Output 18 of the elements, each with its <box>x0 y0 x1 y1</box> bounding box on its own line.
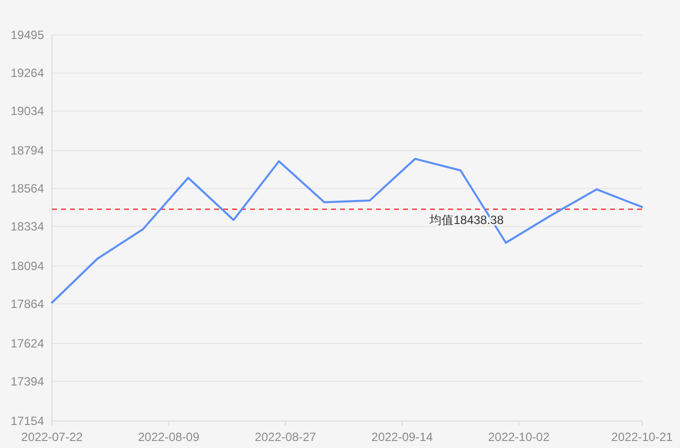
y-tick-label: 19034 <box>10 104 44 118</box>
x-tick-label: 2022-10-21 <box>611 430 674 444</box>
y-tick-label: 17624 <box>10 336 44 351</box>
y-tick-label: 19495 <box>10 28 44 42</box>
x-tick-label: 2022-07-22 <box>21 430 84 444</box>
x-tick-label: 2022-09-14 <box>371 430 434 444</box>
x-tick-label: 2022-10-02 <box>488 430 550 444</box>
x-tick-label: 2022-08-09 <box>138 430 200 444</box>
y-tick-label: 18094 <box>10 259 44 274</box>
y-tick-label: 18794 <box>10 144 44 158</box>
y-tick-label: 19264 <box>10 66 44 80</box>
line-series <box>51 158 643 304</box>
y-tick-label: 17154 <box>10 414 44 428</box>
y-tick-label: 18564 <box>10 182 44 196</box>
y-tick-label: 18334 <box>10 219 44 234</box>
x-tick-label: 2022-08-27 <box>254 430 316 444</box>
y-tick-label: 17864 <box>10 296 44 311</box>
y-tick-label: 17394 <box>10 374 44 388</box>
